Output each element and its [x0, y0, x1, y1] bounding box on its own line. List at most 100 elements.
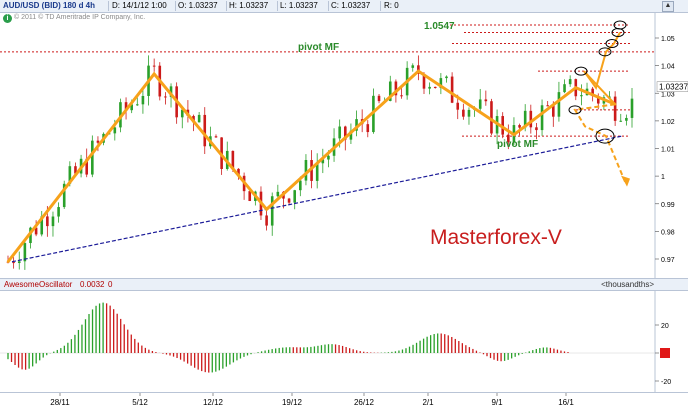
pivot-circle-marker [595, 128, 615, 144]
x-tick-label: 19/12 [282, 398, 303, 407]
candle-body [388, 81, 392, 101]
zigzag-pivot-point [512, 133, 516, 136]
oscillator-header: AwesomeOscillator 0.0032 0 <thousandths> [0, 278, 688, 291]
candle-body [445, 76, 448, 79]
candle-body [231, 150, 235, 169]
symbol-label[interactable]: AUD/USD (BID) 180 d 4h [3, 1, 96, 10]
price-y-tick-label: 0.97 [661, 257, 675, 264]
projection-down-path [573, 103, 626, 183]
target-circle-marker [574, 66, 588, 76]
header-open: O: 1.03237 [178, 1, 218, 10]
header-separator [277, 1, 278, 11]
header-separator [328, 1, 329, 11]
candle-body [580, 95, 583, 97]
chart-header-bar: AUD/USD (BID) 180 d 4h D: 14/1/12 1:00 O… [0, 0, 688, 13]
candle-body [377, 95, 381, 102]
candle-body [96, 140, 100, 143]
candle-body [546, 105, 549, 107]
support-trendline [11, 135, 623, 263]
oscillator-histogram [7, 302, 569, 373]
candle-body [51, 216, 55, 227]
candle-body [523, 110, 527, 128]
price-y-tick-label: 1.02 [661, 119, 675, 126]
price-y-tick-label: 0.99 [661, 202, 675, 209]
zigzag-pivot-point [6, 260, 10, 263]
candle-body [456, 102, 460, 110]
candle-body [411, 65, 415, 68]
candle-body [23, 243, 27, 262]
candle-body [197, 114, 201, 123]
candle-body [248, 191, 252, 202]
candle-body [304, 160, 308, 181]
last-price-value: 1.03237 [659, 83, 688, 92]
candle-body [596, 96, 600, 104]
candle-body [568, 79, 572, 85]
oscillator-y-axis: -20 20 [655, 323, 671, 386]
target-circle-marker [613, 20, 627, 30]
candle-body [400, 95, 403, 97]
candle-body [529, 110, 533, 128]
last-price-badge [656, 81, 688, 92]
candle-body [46, 216, 49, 227]
x-tick-label: 2/1 [422, 398, 434, 407]
candle-body [518, 125, 521, 128]
candle-body [535, 127, 538, 131]
x-axis: 28/11 5/12 12/12 19/12 26/12 2/1 9/1 16/1 [0, 392, 688, 408]
candle-body [237, 168, 240, 176]
header-low: L: 1.03237 [280, 1, 318, 10]
x-tick-label: 9/1 [491, 398, 503, 407]
candle-body [462, 109, 465, 117]
candle-body [203, 114, 207, 147]
candle-body [34, 227, 38, 235]
candle-body [169, 86, 173, 97]
oscillator-value: 0.0032 [80, 280, 105, 289]
info-icon[interactable]: i [3, 14, 12, 23]
price-y-tick-label: 1.01 [661, 147, 675, 154]
candle-body [501, 116, 505, 135]
candle-body [57, 207, 60, 217]
candle-body [74, 166, 77, 174]
header-high: H: 1.03237 [229, 1, 269, 10]
candle-body [40, 216, 44, 235]
candle-body [29, 227, 32, 244]
candle-body [343, 126, 347, 140]
candle-body [484, 99, 488, 102]
zigzag-pivot-point [152, 72, 156, 76]
candle-body [180, 109, 184, 118]
candle-body [85, 158, 89, 175]
candle-body [327, 155, 330, 160]
candle-body [130, 104, 133, 111]
price-y-tick-label: 1.03 [661, 91, 675, 98]
candle-body [619, 120, 623, 122]
candle-body [113, 127, 117, 134]
header-separator [226, 1, 227, 11]
candle-body [135, 104, 139, 106]
zigzag-pivot-point [574, 86, 577, 89]
candle-body [467, 109, 471, 117]
candle-body [540, 105, 544, 131]
oscillator-value-2: 0 [108, 280, 113, 289]
candle-body [62, 183, 66, 208]
candle-body [613, 96, 617, 121]
candle-body [214, 136, 218, 138]
candle-body [428, 86, 431, 89]
candle-body [394, 81, 398, 96]
candle-body [450, 76, 454, 103]
osc-zero-badge [660, 348, 670, 358]
price-y-axis: 0.97 0.98 0.99 1 1.01 1.02 1.03 1.04 1.05 [655, 36, 675, 264]
candle-body [12, 262, 15, 264]
target-circle-marker [598, 47, 612, 57]
candle-body [366, 124, 370, 133]
oscillator-chart[interactable]: -20 20 [0, 291, 688, 392]
candle-body [338, 126, 341, 139]
projection-overlay [568, 20, 630, 187]
x-tick-label: 12/12 [203, 398, 224, 407]
zigzag-pivot-point [417, 69, 420, 73]
copyright-text: © 2011 © TD Ameritrade IP Company, Inc. [14, 14, 146, 21]
price-chart[interactable]: 0.97 0.98 0.99 1 1.01 1.02 1.03 1.04 1.05 pivot … [0, 13, 688, 278]
x-tick-label: 28/11 [50, 398, 70, 407]
chart-up-button[interactable]: ▲ [662, 1, 674, 12]
candle-body [270, 196, 274, 226]
oscillator-name[interactable]: AwesomeOscillator [4, 280, 73, 289]
